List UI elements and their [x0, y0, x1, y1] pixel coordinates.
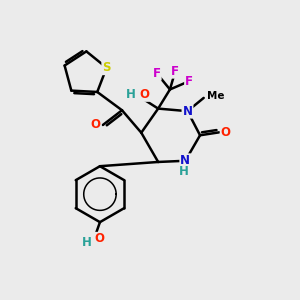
Text: F: F [185, 75, 193, 88]
Text: N: N [182, 105, 193, 118]
Text: H: H [179, 166, 189, 178]
Text: H: H [126, 88, 136, 101]
Text: N: N [180, 154, 190, 167]
Text: O: O [94, 232, 104, 245]
Text: Me: Me [207, 92, 225, 101]
Text: O: O [221, 126, 231, 139]
Text: S: S [102, 61, 111, 74]
Text: F: F [153, 67, 161, 80]
Text: F: F [171, 65, 179, 78]
Text: O: O [91, 118, 100, 131]
Text: O: O [139, 88, 149, 101]
Text: H: H [82, 236, 92, 249]
